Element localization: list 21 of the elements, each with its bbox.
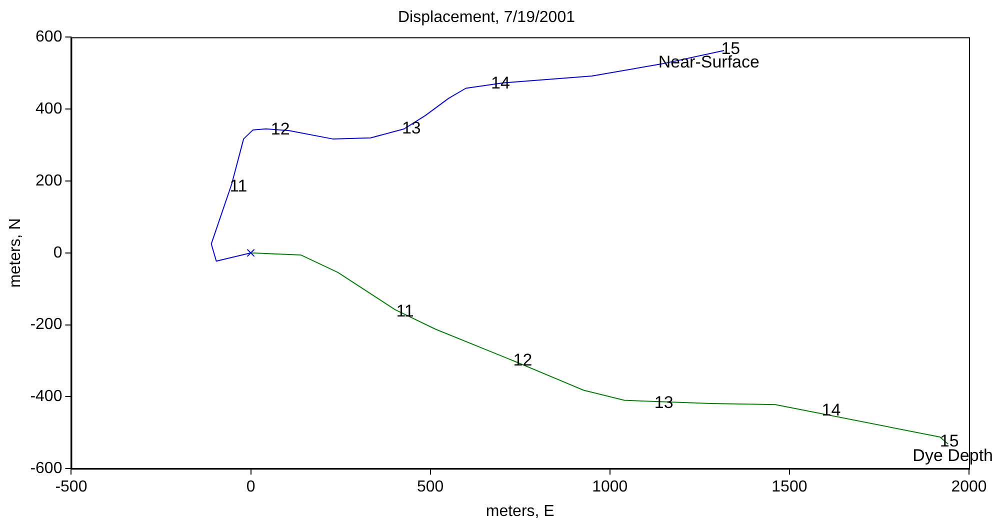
y-tick-label: 200 [36, 172, 62, 190]
annotation: 13 [402, 118, 421, 138]
x-tick-label: 1000 [592, 478, 628, 496]
y-tick-label: 0 [53, 244, 62, 262]
annotation: 12 [513, 350, 532, 370]
y-tick-label: -400 [30, 388, 62, 406]
y-tick-label: -200 [30, 316, 62, 334]
x-tick-label: 0 [246, 478, 256, 496]
x-tick-label: 500 [416, 478, 444, 496]
y-tick-label: -600 [30, 460, 62, 478]
x-tick-label: 2000 [951, 478, 987, 496]
annotation: 11 [230, 176, 248, 196]
y-axis-title: meters, N [7, 218, 24, 288]
y-tick-label: 600 [36, 28, 62, 46]
x-tick-label: 1500 [772, 478, 808, 496]
annotation: 14 [822, 400, 841, 420]
chart-title: Displacement, 7/19/2001 [398, 9, 576, 26]
x-axis-title: meters, E [486, 502, 554, 520]
annotation: 15 [940, 431, 959, 450]
x-tick-label: -500 [55, 478, 88, 496]
y-tick-label: 400 [36, 100, 62, 118]
